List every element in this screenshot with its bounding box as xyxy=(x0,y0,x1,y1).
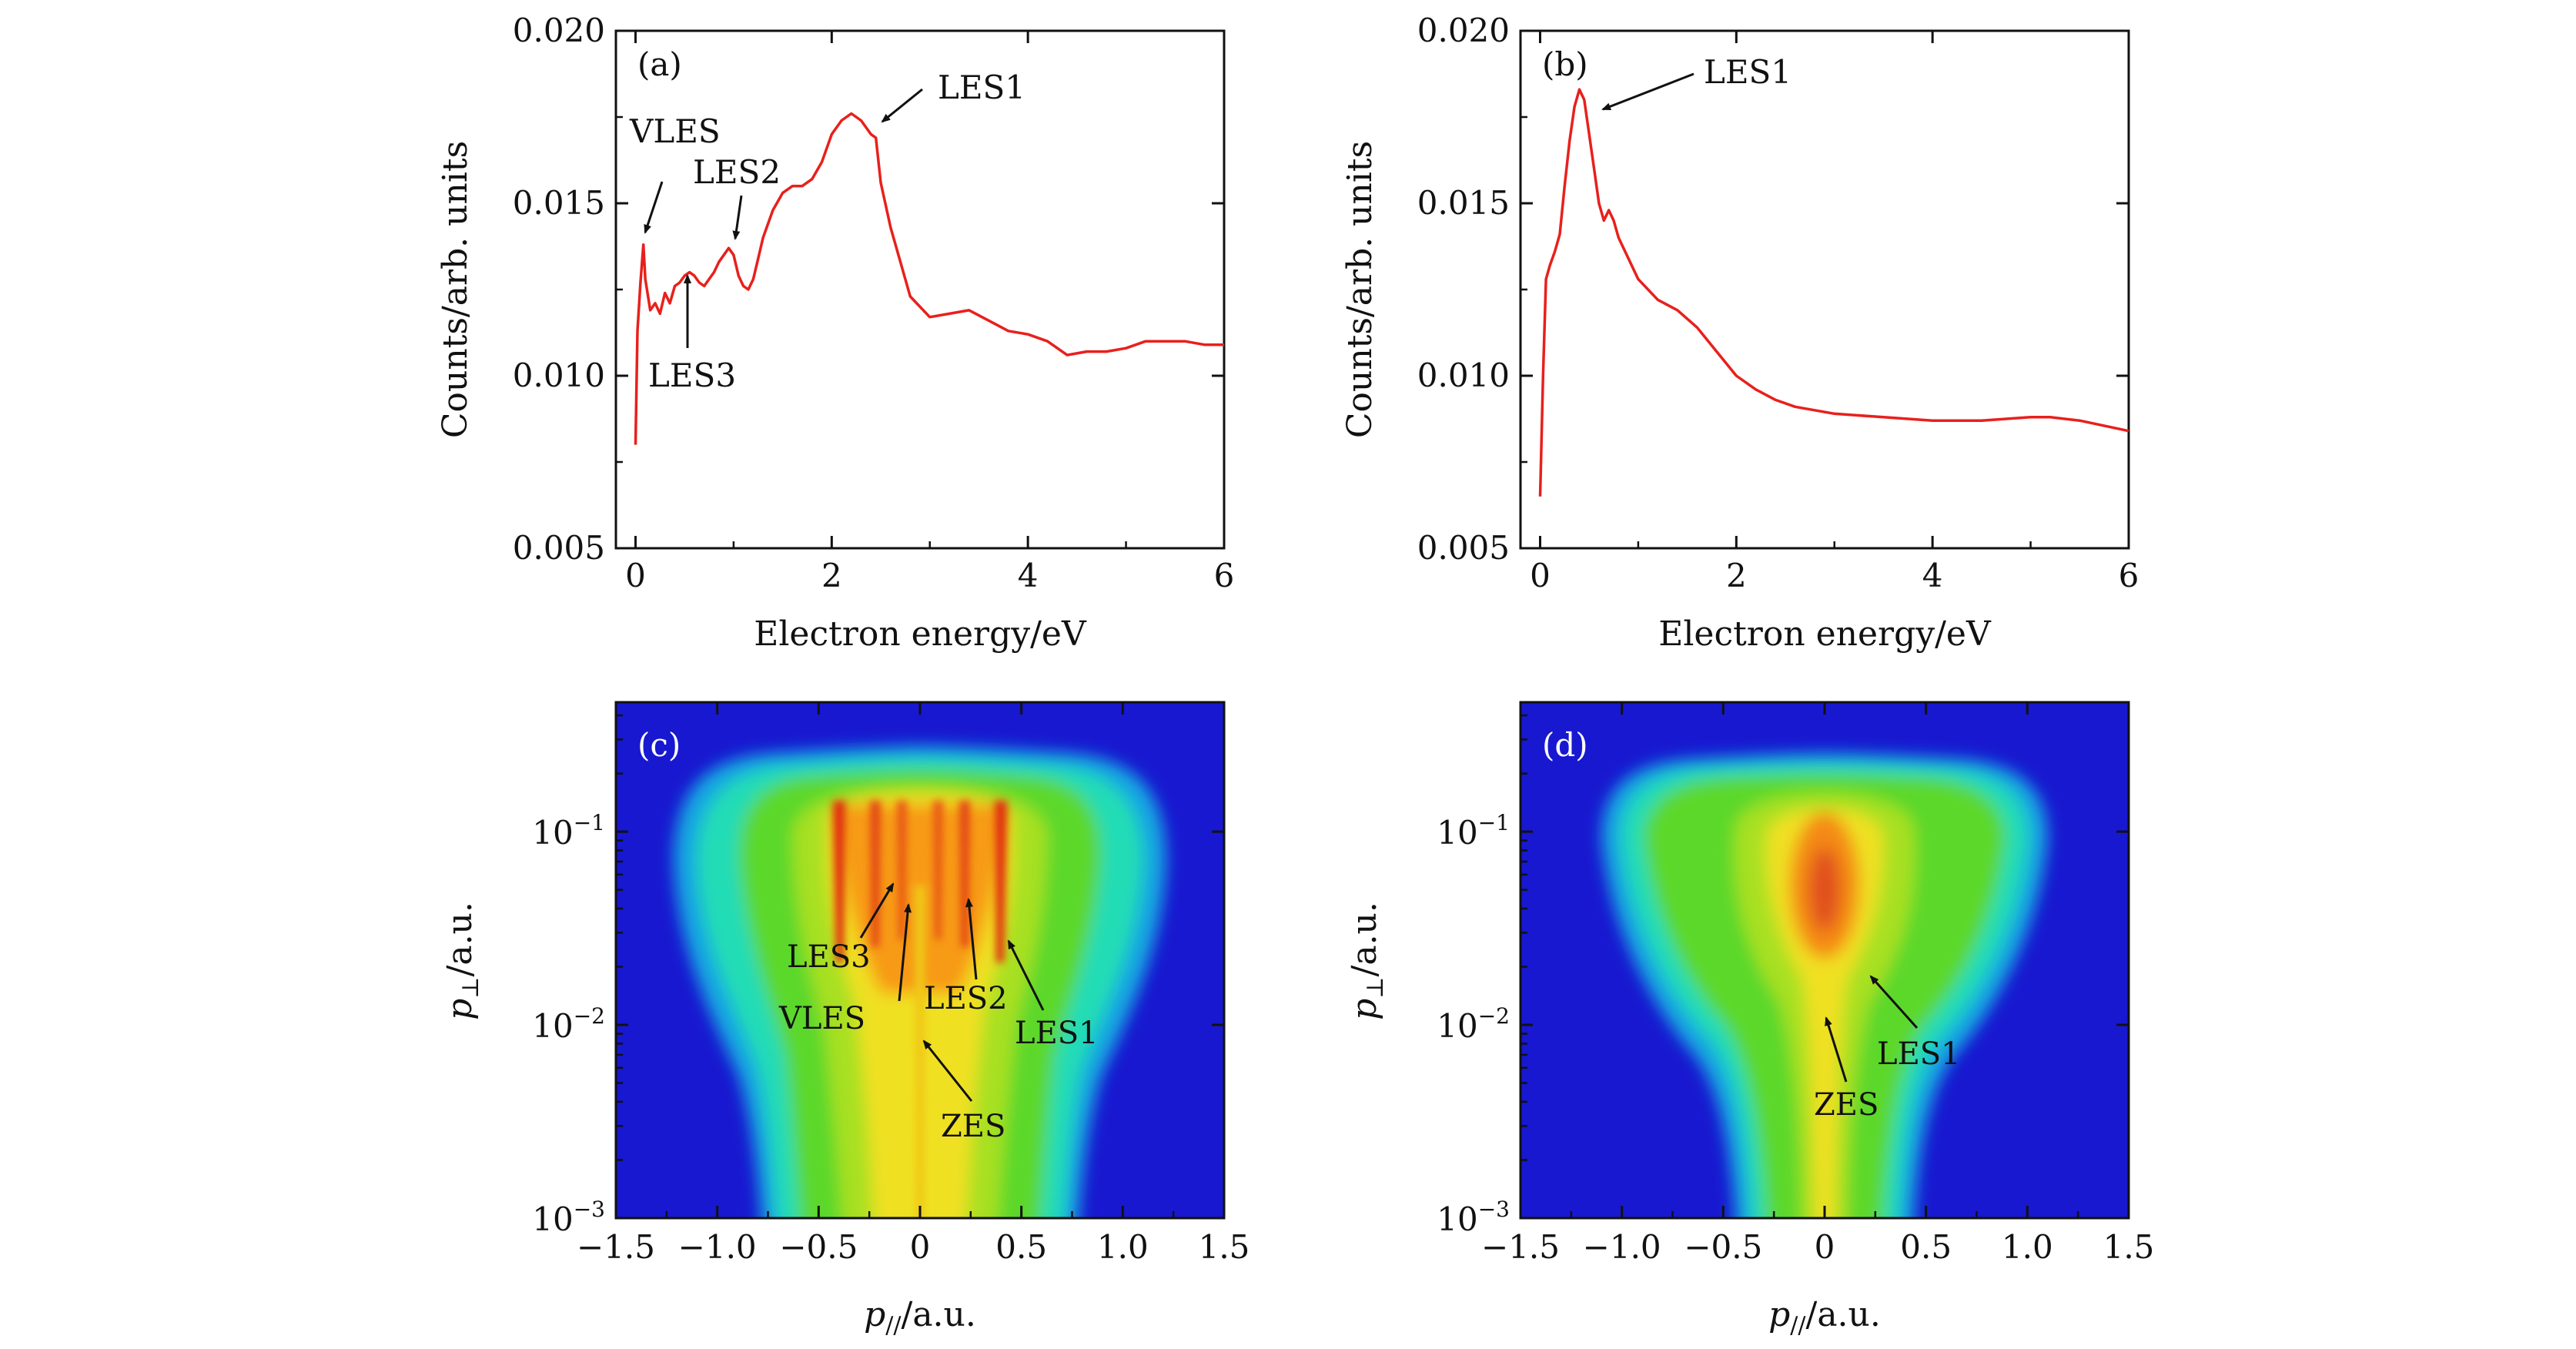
heatmap-c-ridge-les1-left xyxy=(833,801,845,962)
panel-label-c: (c) xyxy=(637,726,681,764)
annotation-vles-c: VLES xyxy=(778,1001,865,1036)
xtick-label: −1.0 xyxy=(1583,1228,1661,1266)
panel-label-b: (b) xyxy=(1542,45,1588,83)
panel-a: 0 2 4 6 0.005 0.010 0.015 0.020 (a) Counts/arb.… xyxy=(436,12,1234,654)
xtick-label: 4 xyxy=(1922,557,1943,594)
ytick-label: 0.005 xyxy=(1417,529,1510,567)
heatmap-c-ridge-les2-right xyxy=(959,801,970,947)
annotation-arrow-zes-c xyxy=(922,1039,973,1102)
annotation-arrow-vles-a xyxy=(644,181,664,234)
xtick-label: 1.0 xyxy=(2002,1228,2053,1266)
axes-b-ticks: 0 2 4 6 0.005 0.010 0.015 0.020 xyxy=(1417,12,2139,594)
heatmap-c-ridge-les2-left xyxy=(870,801,881,947)
xtick-label: 1.5 xyxy=(2103,1228,2155,1266)
panel-b: 0 2 4 6 0.005 0.010 0.015 0.020 (b) Counts/arb.… xyxy=(1340,12,2139,654)
ylabel-a: Counts/arb. units xyxy=(436,141,475,438)
xlabel-d: p///a.u. xyxy=(1768,1295,1881,1339)
xtick-label: 1.0 xyxy=(1097,1228,1149,1266)
ytick-label: 10−3 xyxy=(1437,1197,1510,1238)
annotation-arrow-les1-c xyxy=(1007,939,1045,1011)
heatmap-c-ridge-zes xyxy=(915,885,925,1218)
ylabel-d: p⊥/a.u. xyxy=(1345,902,1389,1020)
annotation-les2-a: LES2 xyxy=(693,153,781,191)
heatmap-c-ridge-les1-right xyxy=(995,801,1007,962)
xlabel-c: p///a.u. xyxy=(864,1295,976,1339)
panel-c: −1.5 −1.0 −0.5 0 0.5 1.0 1.5 10−1 10−2 10−3 (c) L… xyxy=(440,701,1250,1339)
xtick-label: 6 xyxy=(1214,557,1235,594)
annotation-les1-c: LES1 xyxy=(1015,1016,1099,1051)
ytick-label: 10−2 xyxy=(1437,1003,1510,1045)
xtick-label: 0 xyxy=(1530,557,1551,594)
xlabel-b: Electron energy/eV xyxy=(1658,614,1992,654)
annotation-les3-c: LES3 xyxy=(787,939,871,975)
panel-label-a: (a) xyxy=(637,45,682,83)
heatmap-c-ridge-les3-right xyxy=(933,801,943,939)
annotation-arrow-les1-d xyxy=(1869,975,1919,1029)
series-line-a xyxy=(634,112,1224,445)
xlabel-a: Electron energy/eV xyxy=(754,614,1087,654)
annotation-les1-b: LES1 xyxy=(1704,53,1791,91)
axes-c-ticks: −1.5 −1.0 −0.5 0 0.5 1.0 1.5 10−1 10−2 10−3 xyxy=(532,702,1250,1266)
axes-b-frame xyxy=(1519,29,2130,550)
xtick-label: −0.5 xyxy=(779,1228,858,1266)
ytick-label: 0.010 xyxy=(1417,356,1510,394)
xtick-label: 0.5 xyxy=(995,1228,1047,1266)
annotation-zes-c: ZES xyxy=(941,1109,1005,1144)
xtick-label: 0 xyxy=(1815,1228,1835,1266)
ytick-label: 10−2 xyxy=(532,1003,605,1045)
axes-a-ticks: 0 2 4 6 0.005 0.010 0.015 0.020 xyxy=(513,12,1235,594)
panel-d: −1.5 −1.0 −0.5 0 0.5 1.0 1.5 10−1 10−2 10−3 (d) Z… xyxy=(1345,701,2154,1339)
heatmap-c xyxy=(616,702,1224,1218)
annotation-arrow-les1-a xyxy=(881,88,923,123)
ytick-label: 0.020 xyxy=(1417,12,1510,49)
xtick-label: 4 xyxy=(1018,557,1039,594)
heatmap-c-ridge-les3-left xyxy=(897,801,907,939)
series-line-b xyxy=(1538,88,2129,497)
annotation-les3-a: LES3 xyxy=(648,356,736,394)
annotation-arrow-vles-c xyxy=(898,903,912,1002)
axes-a-frame xyxy=(614,29,1226,550)
annotation-vles-a: VLES xyxy=(629,112,721,150)
annotation-arrow-les2-a xyxy=(732,195,743,240)
ytick-label: 0.010 xyxy=(513,356,605,394)
ytick-label: 0.015 xyxy=(513,184,605,222)
ytick-label: 0.005 xyxy=(513,529,605,567)
xtick-label: −1.5 xyxy=(1481,1228,1560,1266)
ytick-label: 0.020 xyxy=(513,12,605,49)
xtick-label: 0.5 xyxy=(1900,1228,1952,1266)
xtick-label: −1.0 xyxy=(678,1228,757,1266)
ytick-label: 0.015 xyxy=(1417,184,1510,222)
annotation-les2-c: LES2 xyxy=(924,981,1008,1016)
ytick-label: 10−1 xyxy=(1437,810,1510,852)
annotation-zes-d: ZES xyxy=(1814,1087,1878,1123)
heatmap-d-level-red xyxy=(1809,847,1840,932)
xtick-label: 6 xyxy=(2119,557,2139,594)
annotation-les1-d: LES1 xyxy=(1877,1036,1961,1072)
xtick-label: 1.5 xyxy=(1199,1228,1250,1266)
panel-label-d: (d) xyxy=(1542,726,1588,764)
ytick-label: 10−3 xyxy=(532,1197,605,1238)
ylabel-c: p⊥/a.u. xyxy=(440,902,484,1020)
annotation-arrow-les2-c xyxy=(965,898,978,980)
ytick-label: 10−1 xyxy=(532,810,605,852)
ylabel-b: Counts/arb. units xyxy=(1340,141,1380,438)
annotation-les1-a: LES1 xyxy=(938,69,1025,106)
annotation-arrow-les1-b xyxy=(1601,72,1694,111)
xtick-label: 2 xyxy=(821,557,842,594)
xtick-label: −1.5 xyxy=(577,1228,655,1266)
xtick-label: 2 xyxy=(1726,557,1747,594)
xtick-label: −0.5 xyxy=(1684,1228,1762,1266)
heatmap-d xyxy=(1521,702,2129,1218)
xtick-label: 0 xyxy=(910,1228,931,1266)
xtick-label: 0 xyxy=(625,557,646,594)
annotation-arrow-zes-d xyxy=(1825,1016,1848,1083)
annotation-arrow-les3-c xyxy=(859,882,895,939)
axes-d-ticks: −1.5 −1.0 −0.5 0 0.5 1.0 1.5 10−1 10−2 10−3 xyxy=(1437,702,2154,1266)
